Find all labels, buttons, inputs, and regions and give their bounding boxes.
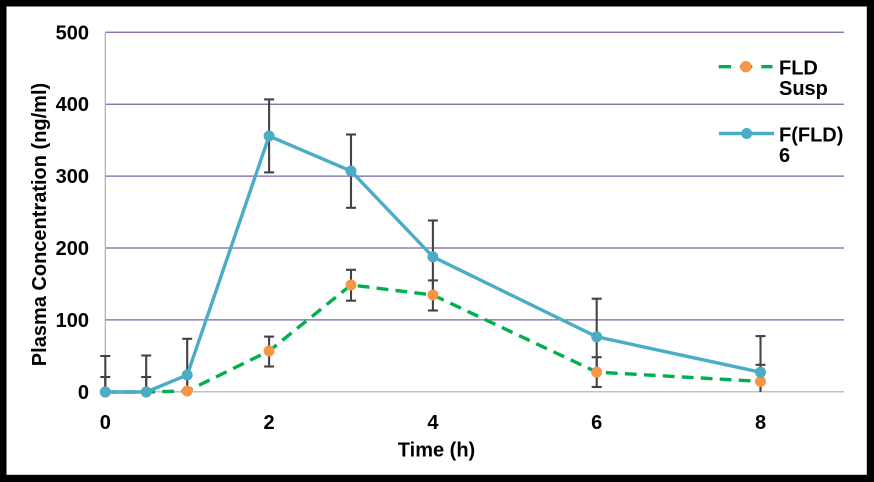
svg-text:500: 500 [56, 22, 89, 44]
svg-text:0: 0 [78, 382, 89, 404]
svg-text:400: 400 [56, 94, 89, 116]
svg-text:8: 8 [755, 412, 766, 434]
svg-text:2: 2 [264, 412, 275, 434]
svg-text:Susp: Susp [779, 78, 828, 100]
svg-text:0: 0 [100, 412, 111, 434]
svg-text:200: 200 [56, 238, 89, 260]
svg-text:6: 6 [591, 412, 602, 434]
svg-text:300: 300 [56, 166, 89, 188]
svg-text:FLD: FLD [779, 57, 818, 79]
svg-text:F(FLD): F(FLD) [779, 124, 843, 146]
svg-text:Plasma Concentration (ng/ml): Plasma Concentration (ng/ml) [29, 83, 51, 366]
svg-text:4: 4 [427, 412, 439, 434]
svg-text:6: 6 [779, 145, 790, 167]
svg-text:Time (h): Time (h) [398, 440, 475, 462]
svg-text:100: 100 [56, 310, 89, 332]
